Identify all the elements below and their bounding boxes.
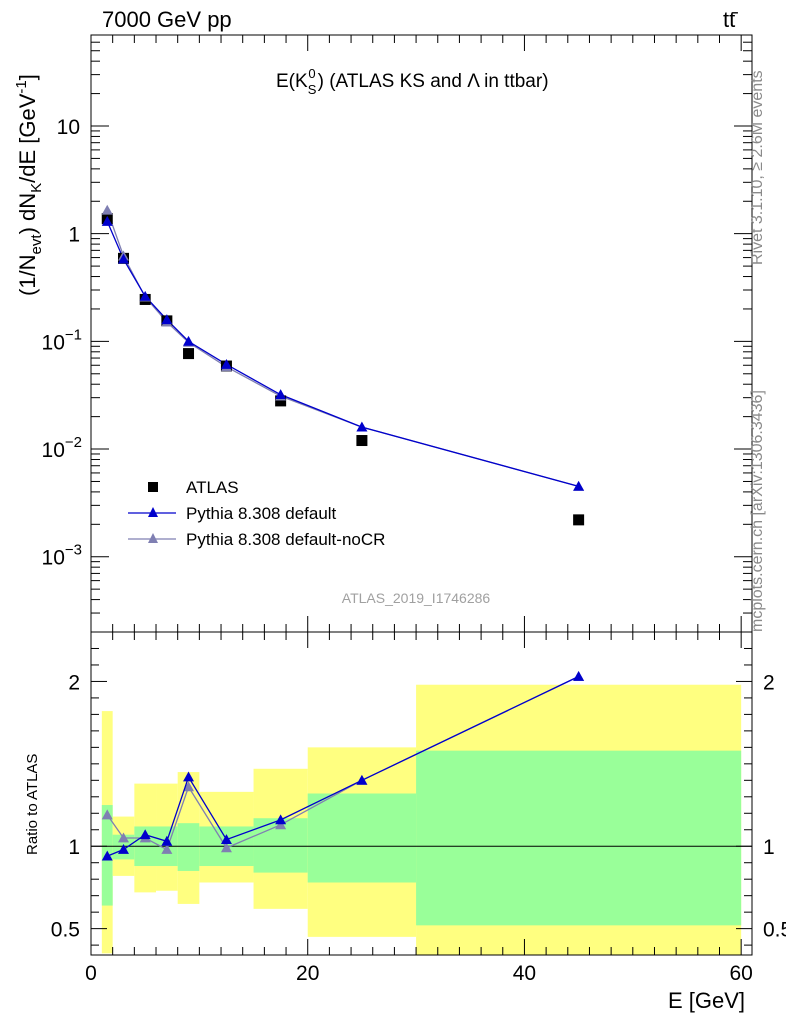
ylabel-s1: evt [28, 234, 45, 255]
ratio-ytick-label-right-0: 0.5 [763, 919, 786, 942]
ytick-base: 10 [42, 331, 65, 354]
ratio-point-1-3 [161, 844, 173, 854]
ylabel-p1: (1/N [15, 254, 40, 296]
ratio-ytick-label-left-0: 0.5 [51, 919, 80, 942]
ylabel-p4: ] [15, 74, 40, 80]
main-ytick-label-1: 10−2 [42, 434, 82, 462]
ratio-plot-frame [90, 631, 753, 956]
ratio-point-1-1 [118, 832, 130, 843]
ylabel-sup: -1 [13, 80, 30, 93]
xtick-label-3: 60 [729, 962, 752, 985]
ratio-point-0-3 [161, 835, 173, 846]
main-series-group [101, 204, 585, 526]
ylabel-p2: ) dN [15, 193, 40, 235]
ytick-exp: −1 [65, 326, 82, 343]
mcplots-label: mcplots.cern.ch [arXiv:1306.3436] [749, 390, 766, 632]
ratio-ytick-label-right-1: 1 [763, 836, 775, 859]
title-sub: S [308, 82, 317, 97]
ratio-y-axis-label: Ratio to ATLAS [24, 754, 41, 855]
main-point-1-7 [356, 421, 368, 432]
ytick-exp: −3 [65, 542, 82, 559]
header-right: tt ̄ [723, 7, 738, 32]
main-line-1 [106, 221, 579, 488]
main-title: E(KS0) (ATLAS KS and Λ in ttbar) [276, 66, 549, 97]
main-ytick-label-3: 1 [68, 224, 80, 247]
main-point-1-4 [183, 335, 195, 346]
ratio-point-1-4 [183, 781, 195, 792]
legend-entry-atlas: ATLAS [186, 478, 239, 497]
ratio-ytick-label-left-2: 2 [68, 671, 80, 694]
x-axis-label: E [GeV] [668, 988, 745, 1013]
main-y-axis-label: (1/Nevt) dNK/dE [GeV-1] [13, 74, 45, 296]
ratio-point-0-6 [275, 814, 287, 825]
legend-entry-default: Pythia 8.308 default [186, 504, 337, 523]
ytick-base: 10 [42, 439, 65, 462]
main-point-1-6 [275, 389, 287, 400]
ratio-ytick-label-left-1: 1 [68, 836, 80, 859]
legend-marker-nocr [148, 533, 158, 543]
main-point-1-1 [118, 253, 130, 264]
title-prefix: E(K [276, 71, 308, 92]
band-green-7 [307, 793, 417, 883]
ytick-exp: −2 [65, 434, 82, 451]
ratio-point-0-5 [220, 834, 232, 845]
main-line-2 [106, 210, 579, 488]
ratio-point-0-1 [118, 844, 130, 854]
main-ytick-label-2: 10−1 [42, 326, 82, 354]
ylabel-s2: K [28, 183, 45, 193]
title-sup: 0 [308, 66, 315, 81]
ratio-point-0-8 [573, 670, 585, 681]
main-point-2-0 [101, 204, 113, 215]
ratio-point-0-7 [356, 774, 368, 785]
ratio-point-0-4 [183, 771, 195, 782]
rivet-label: Rivet 3.1.10, ≥ 2.6M events [749, 70, 766, 265]
band-green-4 [177, 823, 200, 871]
ratio-uncertainty-bands [101, 684, 742, 955]
atlas-point-7 [356, 435, 368, 447]
ratio-point-1-0 [101, 809, 113, 820]
main-ytick-label-4: 10 [57, 116, 80, 139]
xtick-label-0: 0 [85, 962, 97, 985]
ratio-ytick-label-right-2: 2 [763, 671, 775, 694]
main-point-1-8 [573, 480, 585, 491]
ratio-point-0-2 [139, 829, 151, 840]
header-left: 7000 GeV pp [102, 7, 232, 32]
ratio-series-group [101, 670, 585, 861]
ylabel-p3: /dE [GeV [15, 93, 40, 183]
main-point-1-3 [161, 314, 173, 325]
atlas-point-4 [183, 348, 195, 360]
analysis-watermark: ATLAS_2019_I1746286 [342, 590, 491, 606]
legend: ATLAS Pythia 8.308 default Pythia 8.308 … [128, 478, 385, 549]
ratio-point-0-0 [101, 850, 113, 861]
legend-marker-atlas [148, 482, 158, 492]
ytick-base: 10 [42, 547, 65, 570]
ratio-axis-ticks: 0.50.511220204060 [51, 632, 786, 985]
main-ytick-label-0: 10−3 [42, 542, 82, 570]
xtick-label-2: 40 [513, 962, 536, 985]
title-suffix: ) (ATLAS KS and Λ in ttbar) [318, 71, 549, 92]
atlas-point-6 [275, 395, 287, 407]
legend-entry-nocr: Pythia 8.308 default-noCR [186, 530, 385, 549]
main-point-1-0 [101, 215, 113, 226]
atlas-point-8 [573, 514, 585, 526]
legend-marker-default [148, 507, 158, 517]
band-green-8 [416, 750, 742, 926]
ratio-point-1-5 [220, 842, 232, 853]
main-point-1-2 [139, 290, 151, 301]
main-point-1-5 [220, 358, 232, 369]
xtick-label-1: 20 [296, 962, 319, 985]
header-right-base: tt [723, 7, 735, 32]
